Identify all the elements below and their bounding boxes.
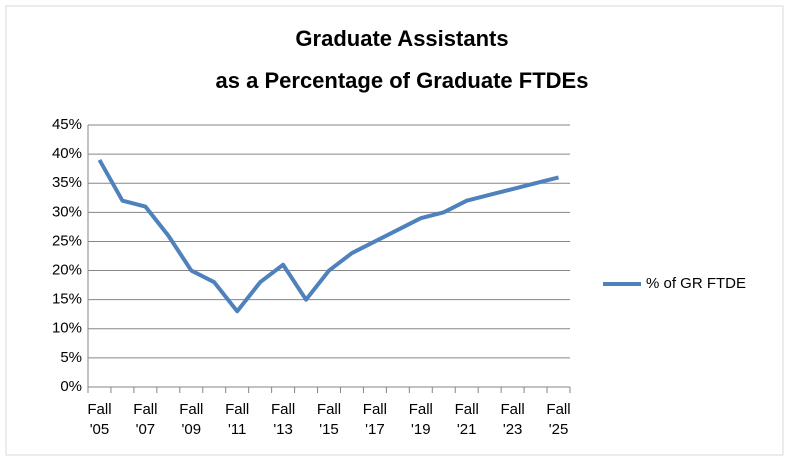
- y-tick-label: 30%: [52, 203, 82, 220]
- y-tick-label: 20%: [52, 262, 82, 279]
- y-tick-label: 35%: [52, 174, 82, 191]
- x-tick-label: Fall '19: [408, 401, 433, 438]
- y-tick-label: 0%: [60, 378, 82, 395]
- chart-title: Graduate Assistants: [295, 26, 508, 51]
- y-tick-label: 15%: [52, 291, 82, 308]
- series-line: [97, 158, 560, 314]
- x-tick-label: Fall '15: [316, 401, 342, 438]
- x-tick-label: Fall '05: [87, 401, 112, 438]
- chart-title: as a Percentage of Graduate FTDEs: [216, 68, 589, 93]
- y-tick-label: 40%: [52, 145, 82, 162]
- y-tick-label: 5%: [60, 349, 82, 366]
- y-tick-label: 25%: [52, 232, 82, 249]
- y-tick-label: 10%: [52, 320, 82, 337]
- x-tick-label: Fall '17: [362, 401, 387, 438]
- x-tick-label: Fall '25: [546, 401, 571, 438]
- x-tick-label: Fall '07: [133, 401, 158, 438]
- legend-label: % of GR FTDE: [646, 275, 746, 292]
- x-tick-label: Fall '11: [225, 401, 250, 438]
- x-tick-label: Fall '21: [454, 401, 479, 438]
- x-tick-label: Fall '13: [271, 401, 296, 438]
- y-tick-label: 45%: [52, 116, 82, 133]
- x-tick-label: Fall '09: [179, 401, 204, 438]
- x-tick-label: Fall '23: [500, 401, 525, 438]
